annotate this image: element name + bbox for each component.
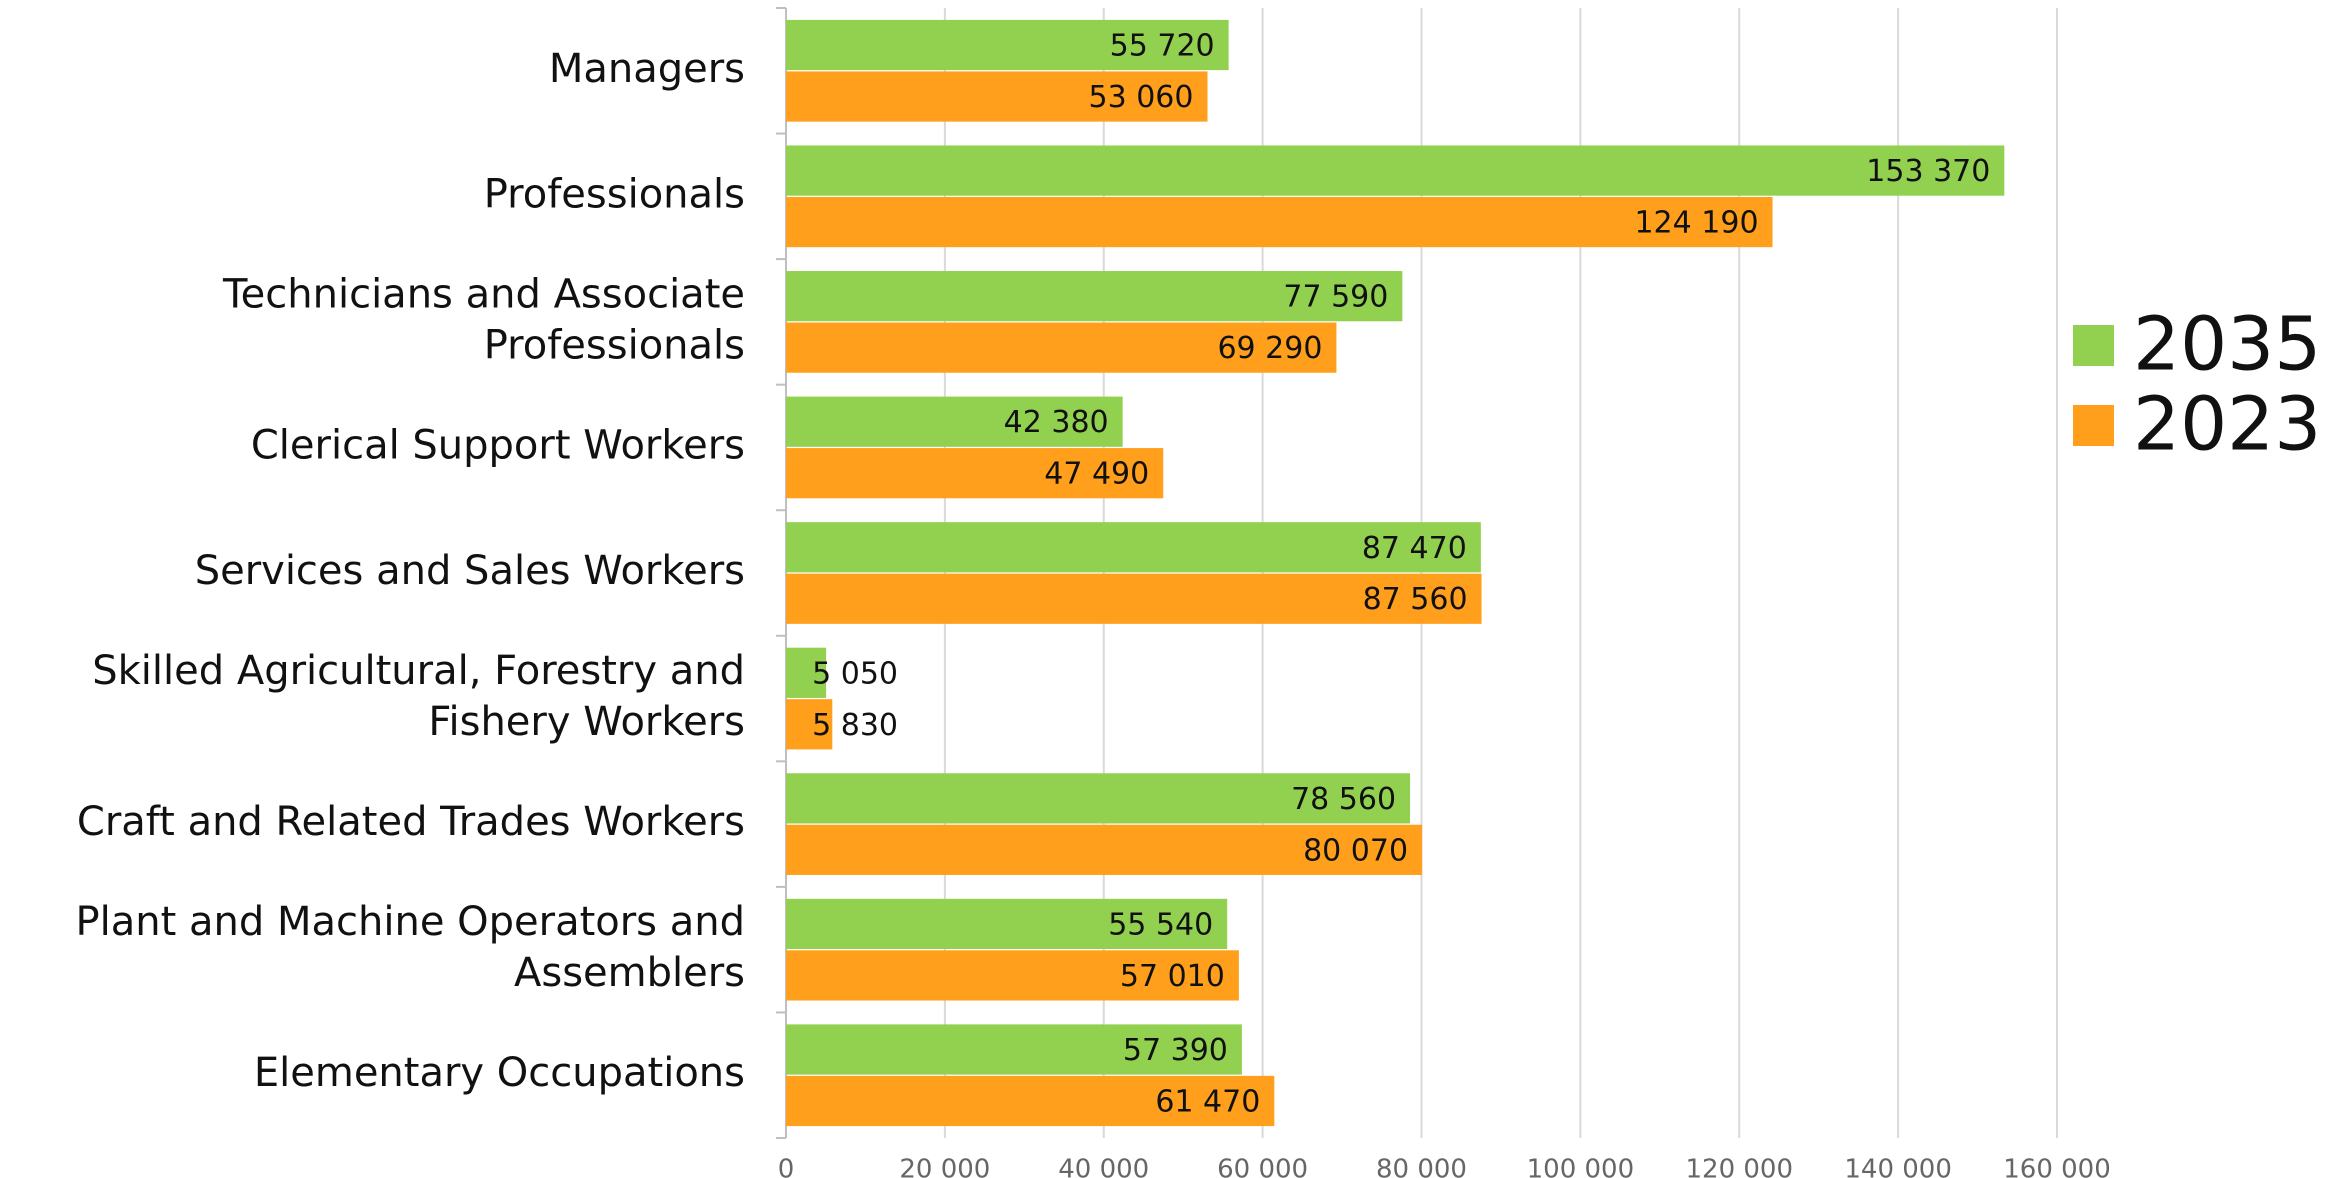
bar <box>786 71 1208 122</box>
value-label: 87 560 <box>1363 582 1468 617</box>
bar <box>786 145 2005 196</box>
value-label: 47 490 <box>1044 457 1149 492</box>
x-tick-label: 120 000 <box>1685 1155 1793 1178</box>
value-label: 5 050 <box>812 656 898 691</box>
bar <box>786 950 1239 1001</box>
value-label: 124 190 <box>1634 206 1758 241</box>
y-tick-label: Craft and Related Trades Workers <box>77 799 745 845</box>
bar <box>786 1075 1275 1127</box>
bar <box>786 699 833 750</box>
x-tick-label: 40 000 <box>1058 1155 1149 1178</box>
legend-label: 2035 <box>2133 302 2321 388</box>
value-label: 77 590 <box>1283 280 1388 315</box>
legend-swatch <box>2073 325 2114 366</box>
bar <box>786 824 1423 875</box>
value-label: 80 070 <box>1303 833 1408 868</box>
value-label: 55 540 <box>1108 907 1213 942</box>
bar <box>786 196 1773 248</box>
y-tick-label: Managers <box>549 46 745 92</box>
bar <box>786 322 1337 373</box>
x-tick-label: 0 <box>778 1155 795 1178</box>
x-tick-label: 100 000 <box>1527 1155 1635 1178</box>
bar <box>786 448 1164 499</box>
value-label: 69 290 <box>1217 331 1322 366</box>
x-tick-label: 60 000 <box>1217 1155 1308 1178</box>
value-label: 42 380 <box>1004 405 1109 440</box>
bar <box>786 271 1403 322</box>
bar <box>786 396 1123 447</box>
value-label: 87 470 <box>1362 531 1467 566</box>
y-tick-label: Plant and Machine Operators and Assembler… <box>76 899 745 996</box>
y-tick-label: Professionals <box>484 171 745 217</box>
bar <box>786 898 1228 950</box>
bar <box>786 573 1482 624</box>
bar <box>786 19 1229 71</box>
x-tick-label: 20 000 <box>899 1155 990 1178</box>
legend-swatch <box>2073 405 2114 446</box>
x-tick-label: 80 000 <box>1376 1155 1467 1178</box>
value-label: 57 010 <box>1120 959 1225 994</box>
y-tick-label: Elementary Occupations <box>254 1050 745 1096</box>
bar <box>786 647 827 698</box>
value-label: 61 470 <box>1155 1084 1260 1119</box>
bar <box>786 1024 1242 1075</box>
y-tick-label: Services and Sales Workers <box>195 548 745 594</box>
value-label: 57 390 <box>1123 1033 1228 1068</box>
x-tick-label: 140 000 <box>1844 1155 1952 1178</box>
bar <box>786 773 1411 824</box>
y-tick-label: Clerical Support Workers <box>251 422 745 468</box>
x-tick-label: 160 000 <box>2003 1155 2111 1178</box>
legend-label: 2023 <box>2133 382 2321 468</box>
value-label: 5 830 <box>812 708 898 743</box>
value-label: 55 720 <box>1110 29 1215 64</box>
value-label: 153 370 <box>1866 154 1990 189</box>
y-tick-label: Technicians and Associate Professionals <box>222 271 745 368</box>
y-tick-label: Skilled Agricultural, Forestry and Fisher… <box>92 648 745 745</box>
value-label: 53 060 <box>1089 80 1194 115</box>
value-label: 78 560 <box>1291 782 1396 817</box>
bar <box>786 522 1481 573</box>
